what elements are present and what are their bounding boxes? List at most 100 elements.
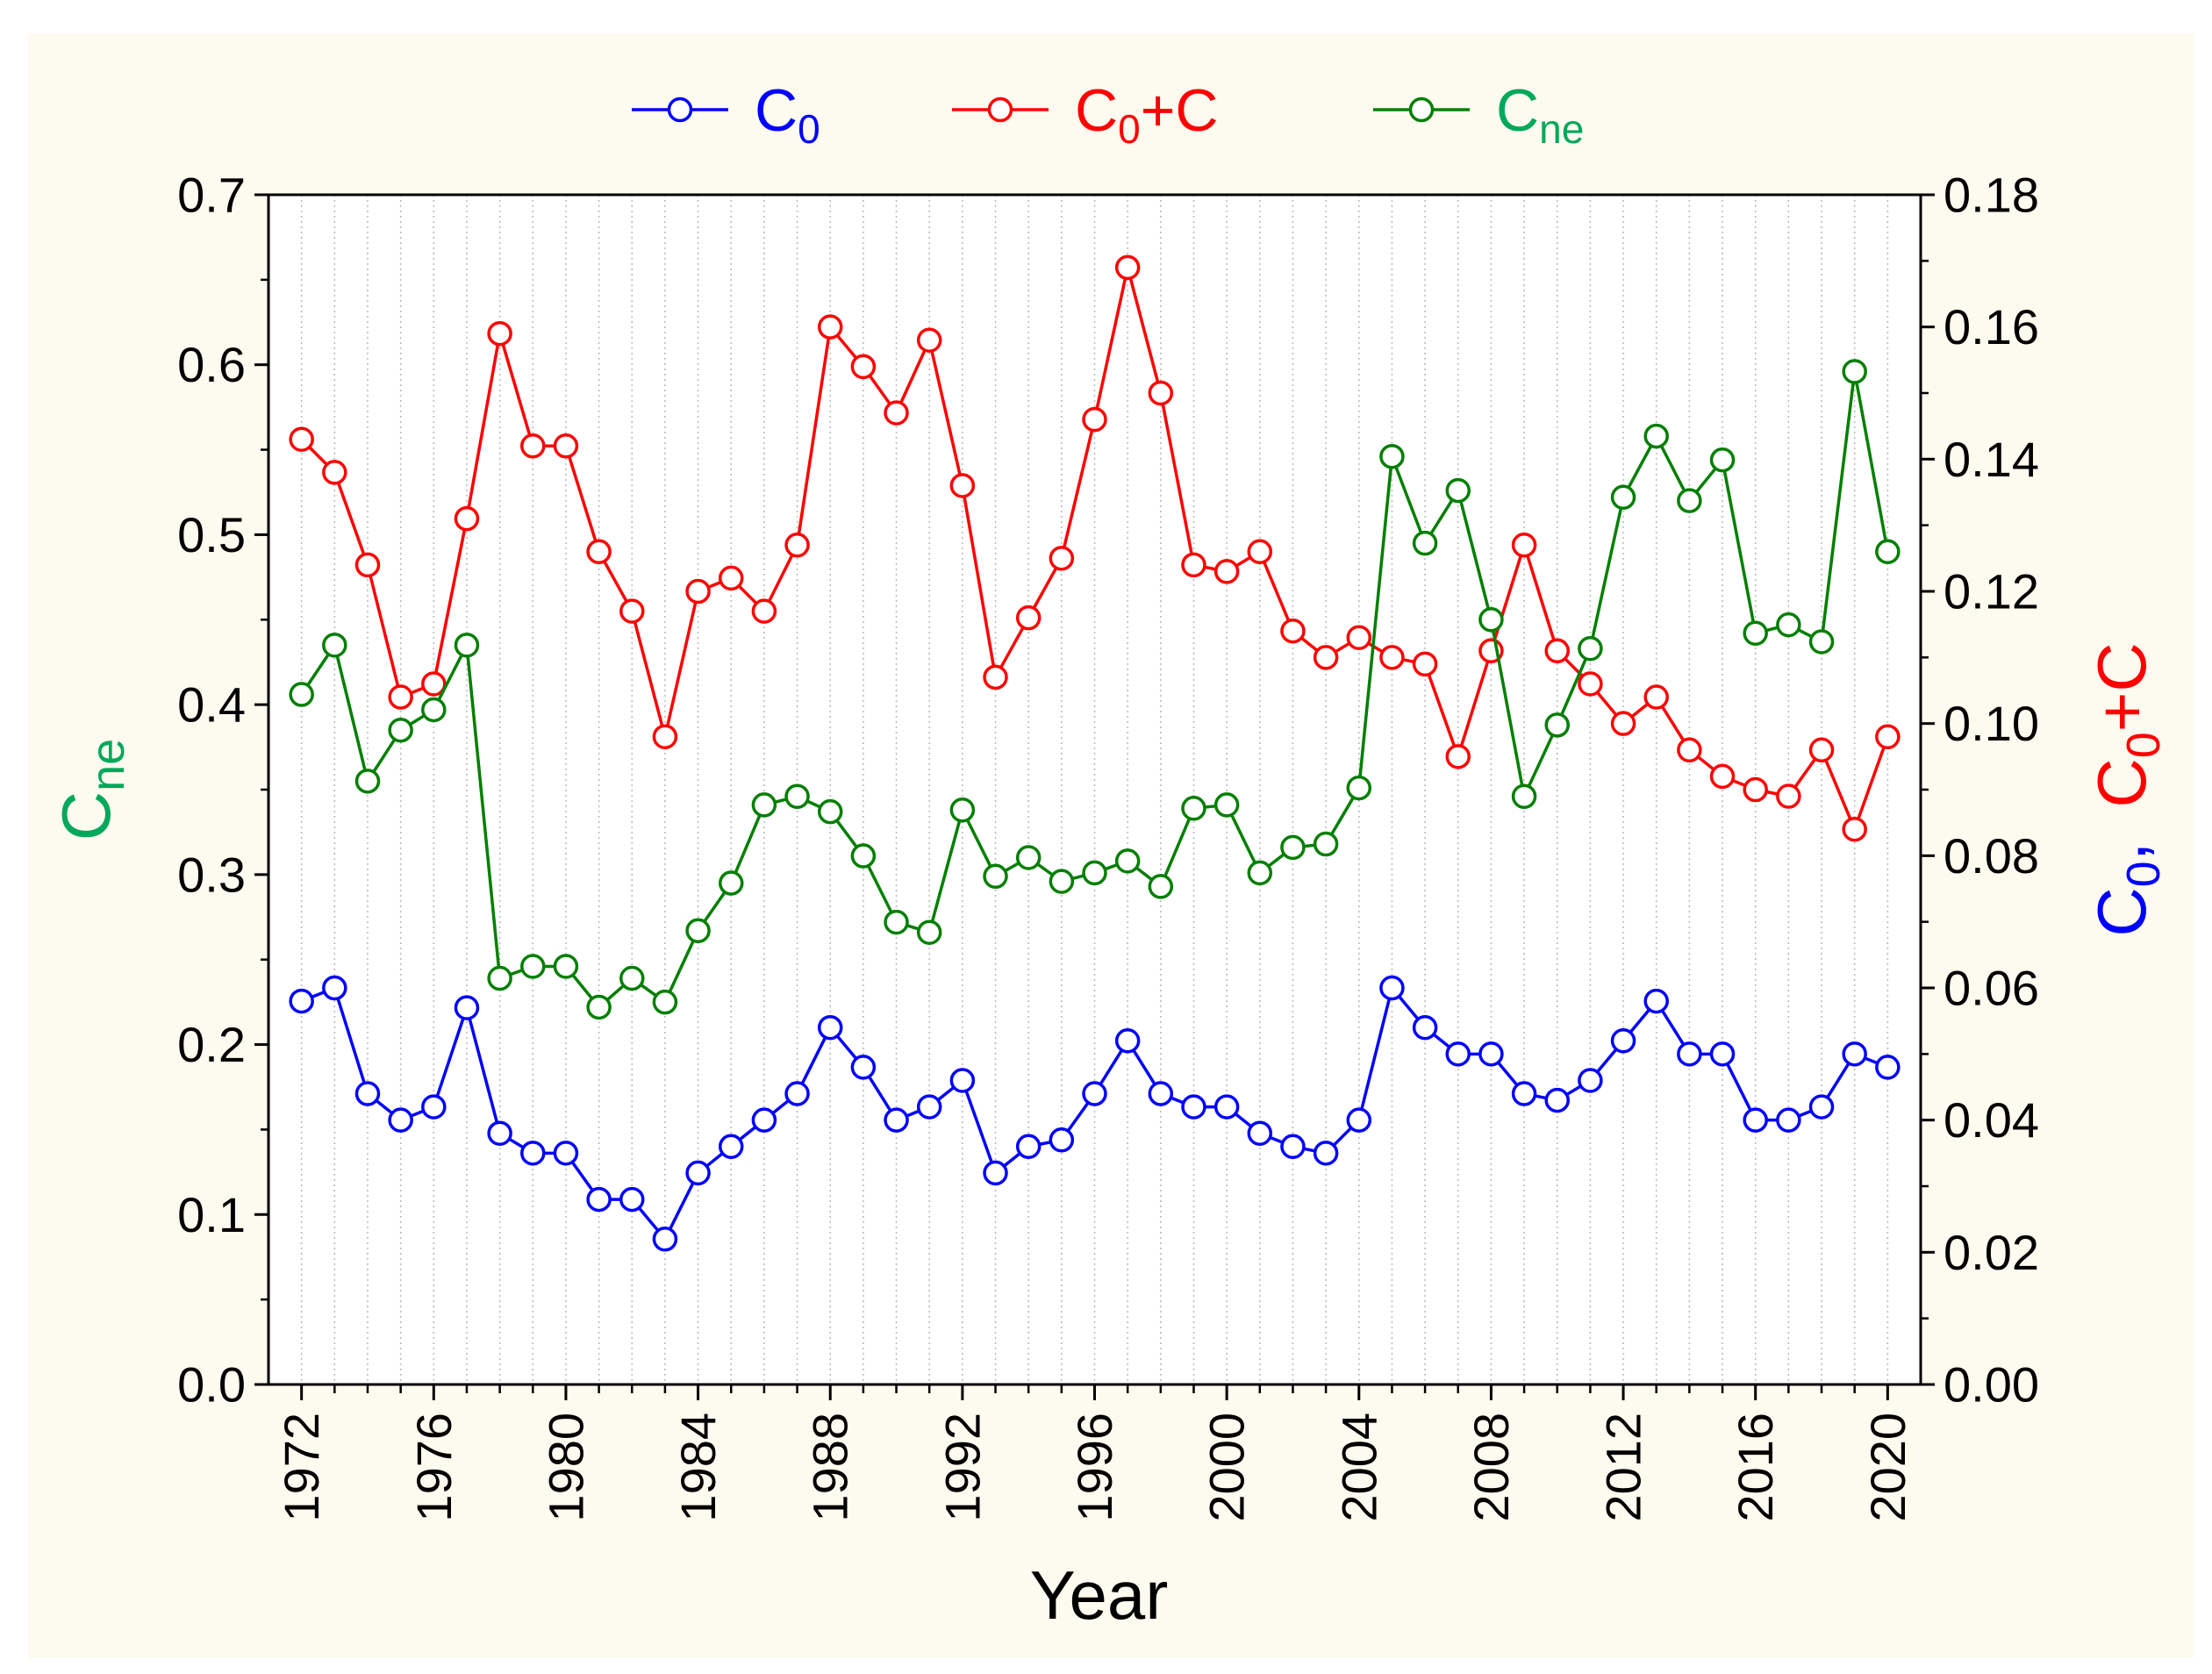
left-tick-label-0.6: 0.6	[177, 337, 246, 392]
point-c0c-2020	[1875, 724, 1901, 749]
point-c0-1972	[289, 988, 314, 1014]
legend-marker-c0	[667, 97, 693, 123]
point-c0c-2015	[1709, 763, 1736, 790]
point-c0c-1991	[916, 327, 942, 353]
grid-lines	[300, 195, 1889, 1384]
point-c0-2007	[1445, 1041, 1471, 1067]
x-tick-label-1980: 1980	[538, 1413, 593, 1522]
point-c0-2001	[1247, 1120, 1273, 1146]
point-c0c-2016	[1743, 776, 1768, 803]
point-c0-2002	[1280, 1134, 1306, 1160]
point-c0c-2019	[1842, 816, 1867, 842]
point-c0c-1997	[1114, 254, 1141, 281]
point-c0-1975	[388, 1107, 413, 1133]
right-tick-label-0.02: 0.02	[1944, 1225, 2039, 1280]
point-c0c-2004	[1346, 625, 1372, 650]
point-cne-1992	[949, 797, 976, 823]
x-tick-label-2012: 2012	[1596, 1413, 1651, 1522]
point-c0c-2010	[1544, 638, 1570, 664]
point-cne-2011	[1578, 635, 1603, 662]
point-cne-1998	[1148, 874, 1174, 899]
left-tick-label-0.0: 0.0	[177, 1357, 246, 1413]
point-c0-2018	[1808, 1094, 1835, 1120]
point-c0c-2014	[1677, 737, 1702, 763]
point-c0-1985	[718, 1134, 744, 1160]
point-c0c-1978	[487, 320, 512, 347]
point-c0c-2000	[1213, 559, 1240, 584]
point-c0-1982	[619, 1186, 645, 1213]
point-cne-2014	[1677, 488, 1702, 513]
point-c0c-1996	[1082, 406, 1107, 433]
point-cne-1993	[983, 863, 1008, 890]
point-cne-2013	[1643, 423, 1669, 449]
point-c0-1997	[1114, 1028, 1141, 1054]
point-c0c-1989	[850, 354, 877, 380]
point-cne-1979	[520, 954, 546, 979]
point-c0-2015	[1709, 1041, 1736, 1067]
point-c0-2019	[1842, 1041, 1867, 1067]
point-c0c-1983	[652, 724, 678, 749]
point-cne-1987	[784, 783, 810, 809]
x-tick-label-2000: 2000	[1199, 1413, 1255, 1522]
point-c0c-2017	[1776, 783, 1801, 809]
point-c0-1996	[1082, 1081, 1107, 1106]
point-cne-1990	[884, 909, 909, 935]
legend-label-cne: Cne	[1496, 77, 1584, 152]
point-c0-1984	[685, 1160, 711, 1186]
point-c0c-1994	[1015, 604, 1042, 631]
point-cne-1975	[388, 717, 413, 743]
series-c0	[289, 975, 1901, 1252]
right-axis-title: C0, C0+C	[2083, 642, 2170, 936]
point-c0-2004	[1346, 1107, 1372, 1133]
point-cne-1980	[553, 954, 579, 979]
x-tick-label-1984: 1984	[670, 1413, 726, 1522]
point-c0-2003	[1313, 1141, 1339, 1166]
point-cne-1983	[652, 989, 678, 1015]
point-cne-1973	[322, 633, 347, 658]
point-c0c-2001	[1247, 539, 1273, 565]
point-cne-1982	[619, 965, 645, 991]
point-cne-1994	[1015, 845, 1042, 870]
point-cne-2003	[1313, 831, 1339, 857]
legend-marker-c0c	[987, 97, 1013, 123]
point-c0-1973	[322, 975, 347, 1001]
point-cne-2008	[1478, 607, 1504, 633]
point-cne-2017	[1776, 612, 1801, 638]
point-c0c-1982	[619, 598, 645, 624]
point-cne-1978	[487, 965, 512, 991]
right-tick-label-0.12: 0.12	[1944, 564, 2039, 619]
point-c0c-2011	[1578, 671, 1603, 697]
point-c0c-1977	[454, 505, 480, 532]
right-tick-label-0.18: 0.18	[1944, 168, 2039, 223]
point-cne-1989	[850, 843, 877, 869]
point-c0-1994	[1015, 1134, 1042, 1160]
point-c0c-1999	[1181, 552, 1206, 578]
series-cne	[289, 359, 1901, 1020]
point-c0c-1981	[586, 539, 612, 565]
point-c0-1979	[520, 1141, 546, 1166]
legend-marker-cne	[1408, 97, 1435, 123]
point-c0c-1990	[884, 400, 909, 426]
x-tick-label-2016: 2016	[1728, 1413, 1783, 1522]
point-cne-1981	[586, 994, 612, 1020]
point-c0c-1998	[1148, 380, 1174, 406]
point-cne-2009	[1511, 783, 1537, 809]
point-c0-1974	[354, 1081, 381, 1106]
left-tick-label-0.4: 0.4	[177, 677, 246, 733]
point-c0c-2003	[1313, 645, 1339, 670]
left-tick-label-0.7: 0.7	[177, 168, 246, 223]
point-c0c-2002	[1280, 618, 1306, 644]
point-cne-1976	[421, 697, 447, 723]
point-cne-2002	[1280, 834, 1306, 861]
x-tick-label-1992: 1992	[934, 1413, 990, 1522]
point-c0-1991	[916, 1094, 942, 1120]
point-c0-2000	[1213, 1094, 1240, 1120]
point-cne-1988	[817, 798, 843, 825]
right-tick-label-0.00: 0.00	[1944, 1357, 2039, 1413]
point-c0-2013	[1643, 988, 1669, 1014]
left-tick-label-0.1: 0.1	[177, 1187, 246, 1242]
right-tick-label-0.16: 0.16	[1944, 299, 2039, 354]
point-c0c-2007	[1445, 744, 1471, 769]
point-c0c-1987	[784, 533, 810, 558]
point-c0c-1974	[354, 552, 381, 578]
